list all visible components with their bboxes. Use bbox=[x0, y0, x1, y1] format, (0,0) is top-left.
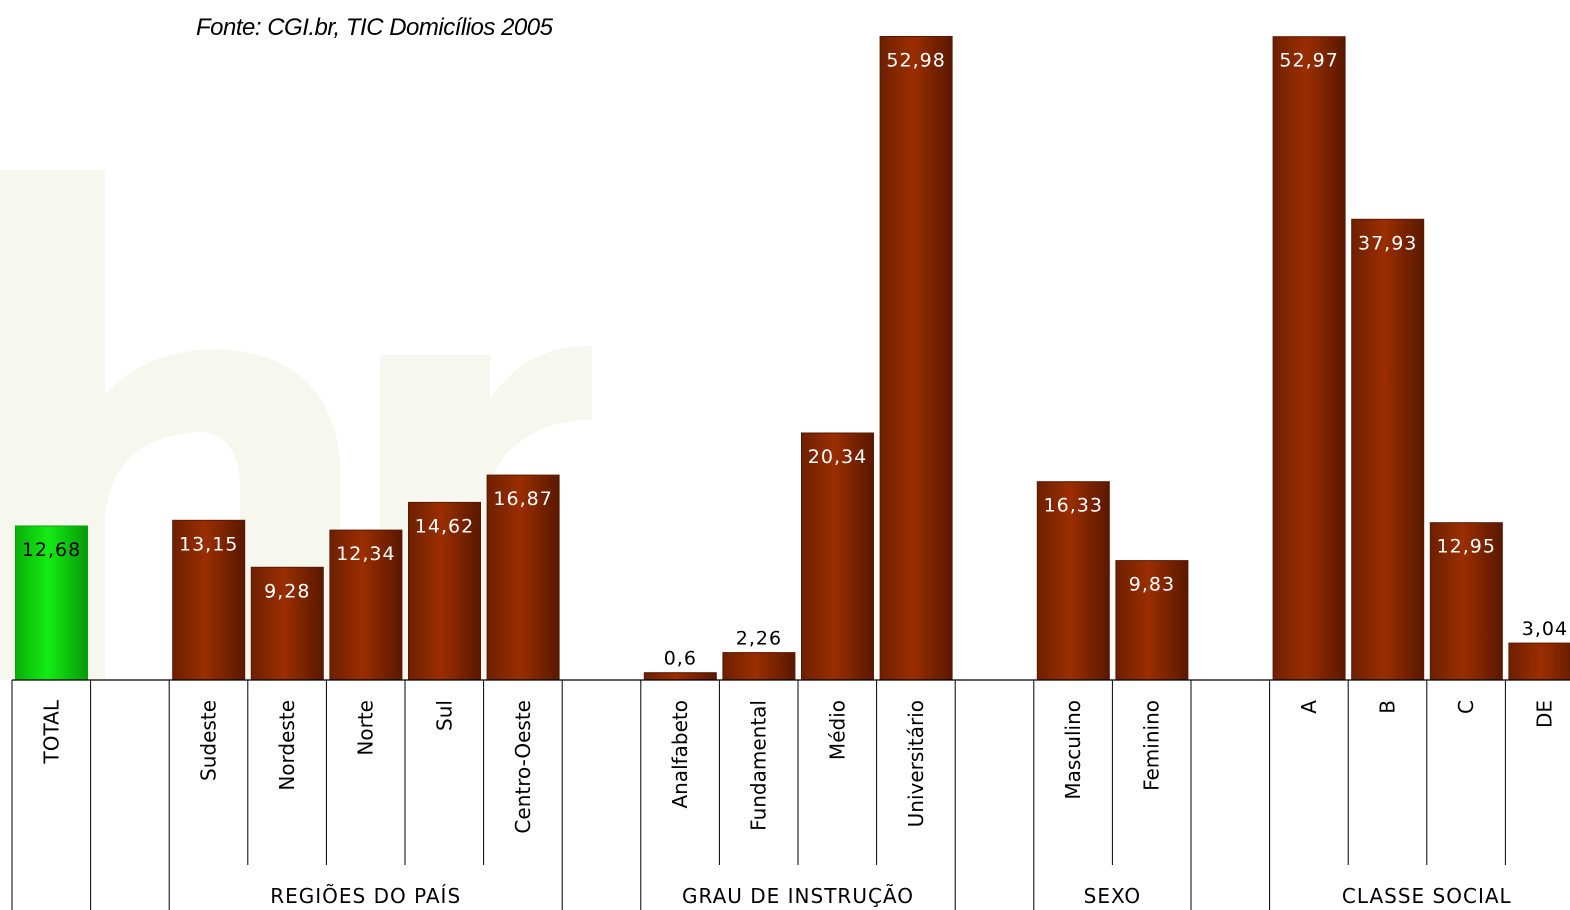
category-label: DE bbox=[1533, 700, 1557, 728]
value-label: 13,15 bbox=[179, 533, 238, 555]
value-label: 52,97 bbox=[1279, 50, 1338, 72]
category-label: Sudeste bbox=[197, 700, 221, 781]
bar-masculino bbox=[1036, 481, 1110, 681]
value-label: 12,34 bbox=[336, 543, 395, 565]
value-label: 0,6 bbox=[664, 648, 697, 670]
category-label: Feminino bbox=[1140, 700, 1164, 791]
group-label: REGIÕES DO PAÍS bbox=[270, 884, 461, 908]
category-label: Nordeste bbox=[275, 700, 299, 791]
category-label: Masculino bbox=[1061, 700, 1085, 800]
value-label: 14,62 bbox=[415, 515, 474, 537]
value-label: 37,93 bbox=[1358, 232, 1417, 254]
bar-de bbox=[1508, 642, 1570, 681]
group-label: CLASSE SOCIAL bbox=[1342, 884, 1512, 908]
category-label: Médio bbox=[825, 700, 849, 760]
category-label: Fundamental bbox=[747, 700, 771, 831]
group-label: SEXO bbox=[1084, 884, 1142, 908]
bar-nordeste bbox=[250, 566, 324, 681]
bar-c bbox=[1429, 522, 1503, 681]
bar-universit-rio bbox=[879, 36, 953, 681]
category-label: TOTAL bbox=[39, 699, 63, 764]
bar-feminino bbox=[1115, 560, 1189, 681]
value-label: 16,87 bbox=[493, 488, 552, 510]
bar-norte bbox=[329, 529, 403, 681]
value-label: 3,04 bbox=[1522, 618, 1568, 640]
value-label: 16,33 bbox=[1044, 495, 1103, 517]
value-label: 20,34 bbox=[808, 446, 867, 468]
bar-a bbox=[1272, 36, 1346, 681]
category-label: A bbox=[1297, 700, 1321, 714]
value-label: 2,26 bbox=[736, 628, 782, 650]
source-note: Fonte: CGI.br, TIC Domicílios 2005 bbox=[196, 14, 553, 41]
category-label: Centro-Oeste bbox=[511, 700, 535, 834]
category-label: B bbox=[1376, 700, 1400, 714]
category-label: Universitário bbox=[904, 700, 928, 827]
value-label: 9,83 bbox=[1129, 574, 1175, 596]
bar-sul bbox=[408, 501, 481, 681]
bar-fundamental bbox=[722, 652, 796, 681]
bar-m-dio bbox=[801, 432, 874, 681]
group-label: GRAU DE INSTRUÇÃO bbox=[682, 884, 914, 908]
bar-b bbox=[1351, 218, 1425, 681]
category-label: Sul bbox=[432, 700, 456, 731]
value-label: 12,68 bbox=[22, 539, 81, 561]
bar-total bbox=[15, 525, 88, 681]
bar-analfabeto bbox=[643, 672, 717, 681]
value-label: 52,98 bbox=[886, 50, 945, 72]
category-label: Analfabeto bbox=[668, 700, 692, 809]
value-label: 12,95 bbox=[1437, 536, 1496, 558]
value-label: 9,28 bbox=[264, 580, 310, 602]
category-label: C bbox=[1454, 700, 1478, 714]
category-label: Norte bbox=[354, 700, 378, 756]
bar-centro-oeste bbox=[486, 474, 560, 681]
